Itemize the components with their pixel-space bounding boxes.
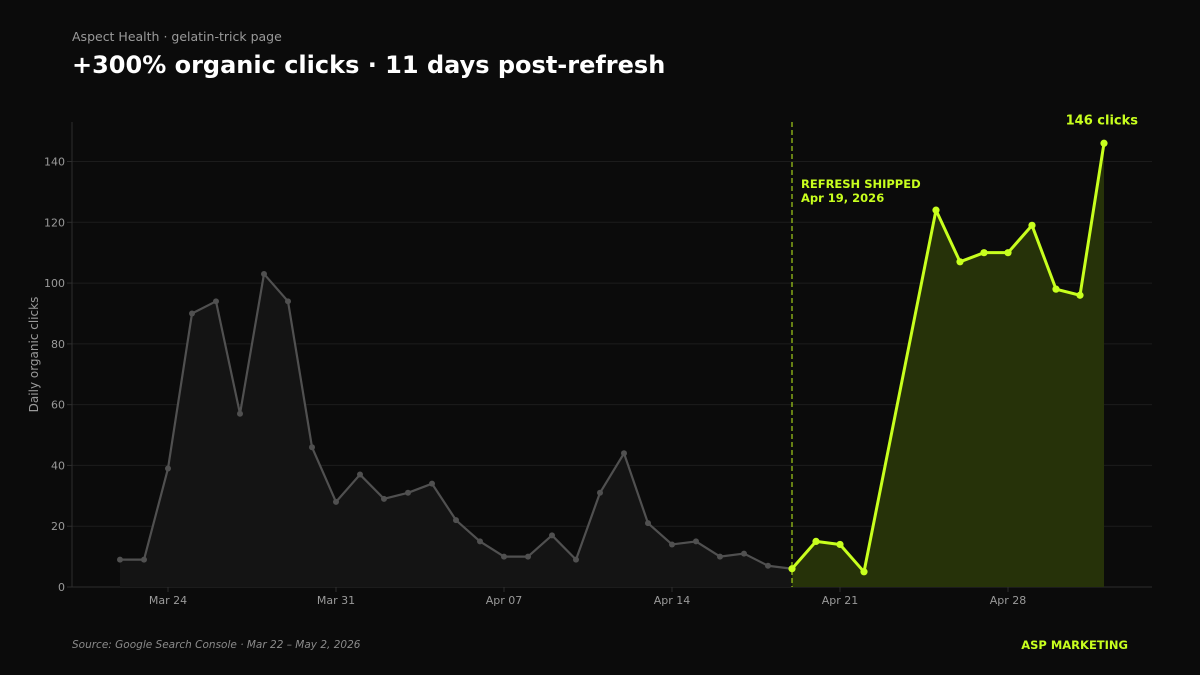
series-0-point [501,553,507,560]
series-1-point [1052,285,1060,293]
y-tick-label: 80 [51,338,65,351]
peak-value-label: 146 clicks [1066,113,1139,128]
series-1-line [790,143,1106,574]
y-tick-label: 60 [51,399,65,412]
y-tick-label: 0 [58,581,65,594]
series-0-point [669,541,675,548]
series-0-point [621,450,627,457]
chart-subtitle: Aspect Health · gelatin-trick page [72,29,282,44]
x-tick-label: Apr 21 [822,594,859,607]
y-tick-label: 40 [51,459,65,472]
series-0-point [405,489,411,496]
series-0-point [237,410,243,417]
series-1-point [836,540,844,549]
series-0-point [189,310,195,317]
series-0-point [741,550,747,557]
series-0-point [309,444,315,451]
y-tick-label: 20 [51,520,65,533]
series-0-point [453,517,459,524]
series-0-point [693,538,699,545]
series-0-point [765,562,771,569]
series-0-point [381,495,387,502]
series-0-point [213,298,219,305]
series-1-point [1028,221,1036,229]
y-axis-label: Daily organic clicks [27,297,41,413]
series-0-area [120,273,792,587]
series-0-point [597,489,603,496]
refresh-marker-label: REFRESH SHIPPED [801,177,921,191]
series-1-point [1076,291,1084,299]
y-tick-label: 140 [44,156,65,169]
series-1-point [860,568,868,576]
series-0-point [573,556,579,563]
series-1-point [1004,249,1012,257]
series-0-point [333,498,339,505]
series-0-point [261,270,267,277]
x-tick-label: Apr 07 [486,594,523,607]
y-tick-label: 100 [44,277,65,290]
chart-title: +300% organic clicks · 11 days post-refr… [72,51,666,79]
y-tick-label: 120 [44,216,65,229]
refresh-marker-label: Apr 19, 2026 [801,191,884,205]
series-0-point [429,480,435,487]
series-1-point [812,537,820,546]
source-note: Source: Google Search Console · Mar 22 –… [72,639,361,651]
series-1-point [932,206,940,214]
x-tick-label: Apr 14 [654,594,691,607]
x-tick-label: Apr 28 [990,594,1027,607]
series-1-point [980,249,988,257]
series-1-point [956,258,964,266]
brand-label: ASP MARKETING [1021,638,1128,652]
series-0-point [525,553,531,560]
x-tick-label: Mar 31 [317,594,355,607]
series-0-point [165,465,171,472]
series-1-area [792,143,1104,587]
series-0-point [477,538,483,545]
series-0-point [141,556,147,563]
series-1-point [1100,139,1108,147]
series-0-point [357,471,363,478]
series-0-point [285,298,291,305]
series-0-point [717,553,723,560]
series-1-point [788,565,796,573]
series-0-point [549,532,555,539]
series-0-point [645,520,651,527]
series-0-point [117,556,123,563]
x-tick-label: Mar 24 [149,594,187,607]
